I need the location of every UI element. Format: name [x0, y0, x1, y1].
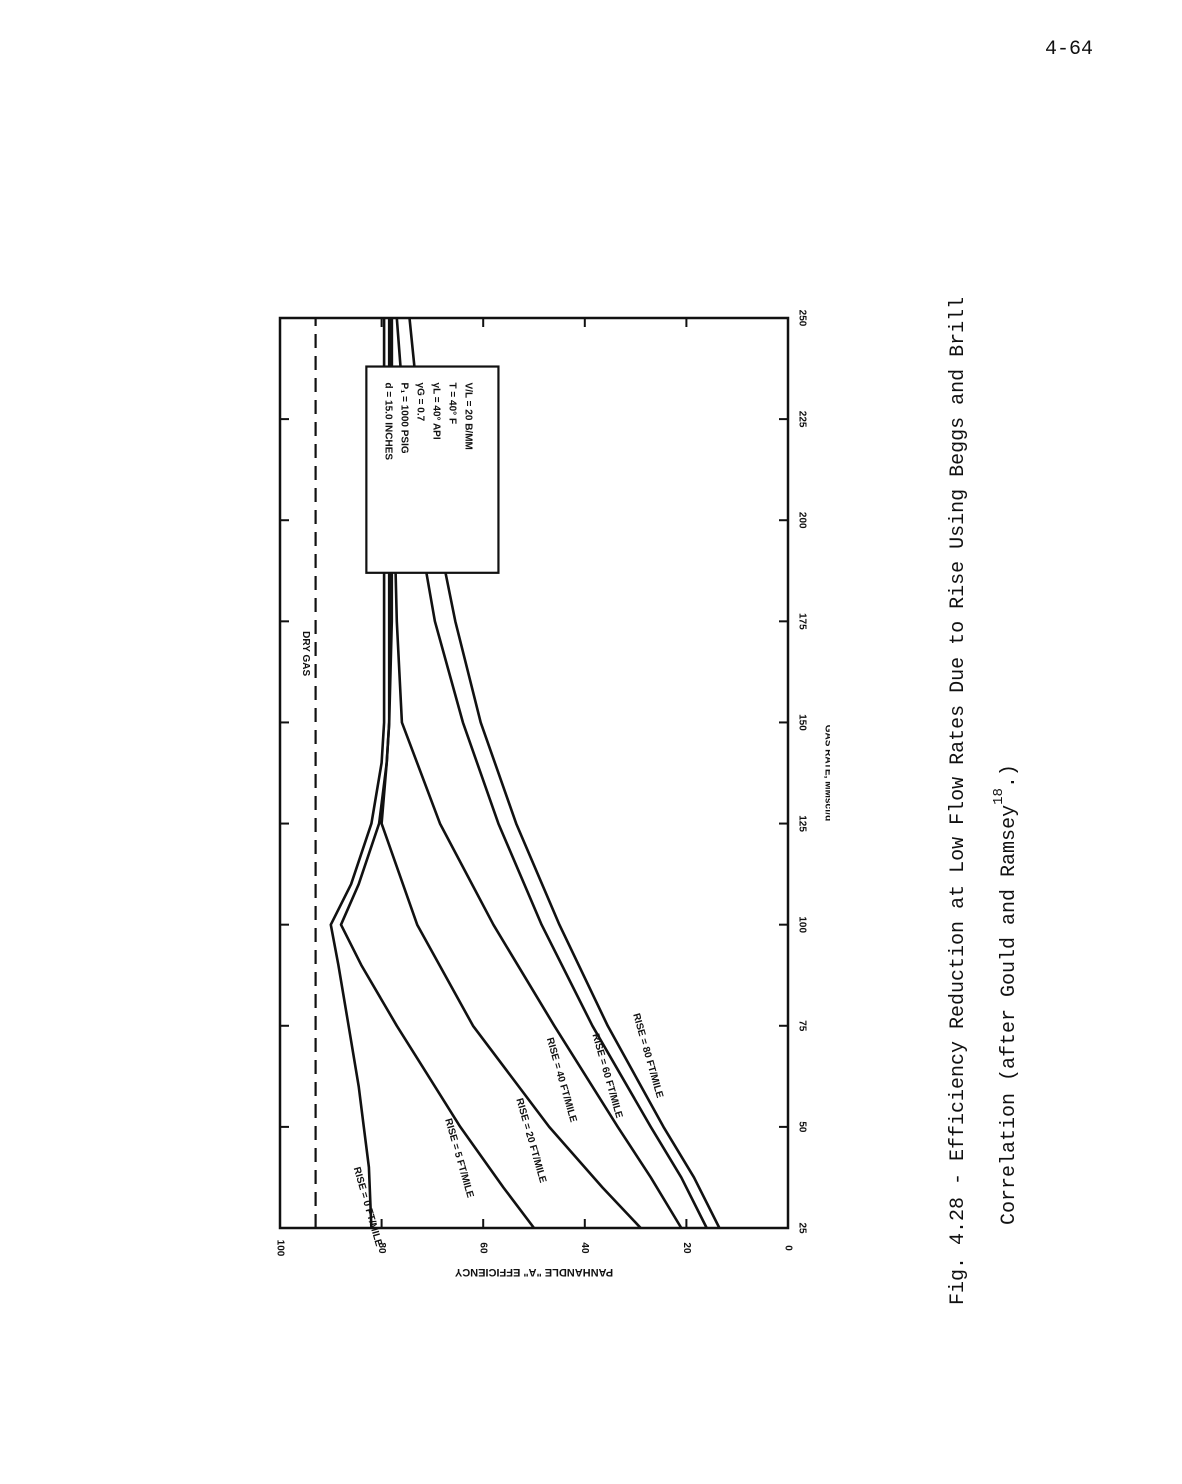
x-tick-label: 150	[796, 714, 807, 731]
parameter-line-3: γL = 40° API	[431, 383, 442, 440]
series-label-2: RISE = 20 FT/MILE	[513, 1097, 548, 1184]
parameter-line-5: V/L = 20 B/MM	[463, 383, 474, 450]
parameter-line-4: T = 40° F	[447, 383, 458, 425]
y-tick-label: 60	[478, 1242, 489, 1254]
y-tick-label: 0	[782, 1245, 793, 1251]
series-label-0: RISE = 0 FT/MILE	[351, 1166, 384, 1248]
caption-line-2: Correlation (after Gould and Ramsey18.)	[979, 275, 1030, 1305]
citation-superscript: 18	[991, 788, 1007, 805]
dry-gas-label: DRY GAS	[300, 631, 311, 676]
x-tick-label: 200	[796, 512, 807, 529]
x-tick-label: 175	[796, 613, 807, 630]
x-axis-title: GAS RATE, MMscf/d	[822, 725, 830, 821]
series-label-3: RISE = 40 FT/MILE	[544, 1036, 579, 1123]
parameter-line-1: P₁ = 1000 PSIG	[399, 383, 410, 454]
caption-line-1: Fig. 4.28 - Efficiency Reduction at Low …	[947, 296, 970, 1305]
caption-line-2-end: .)	[998, 764, 1021, 789]
series-label-5: RISE = 80 FT/MILE	[630, 1012, 665, 1099]
y-tick-label: 100	[274, 1240, 285, 1257]
plot-frame	[278, 316, 790, 1230]
series-label-1: RISE = 5 FT/MILE	[442, 1117, 475, 1199]
x-tick-label: 100	[796, 916, 807, 933]
x-tick-label: 125	[796, 815, 807, 832]
parameter-line-0: d = 15.0 INCHES	[383, 383, 394, 461]
figure-caption: Fig. 4.28 - Efficiency Reduction at Low …	[938, 275, 1030, 1305]
y-tick-label: 40	[579, 1242, 590, 1254]
parameter-line-2: γG = 0.7	[415, 383, 426, 422]
caption-line-2-text: Correlation (after Gould and Ramsey	[998, 804, 1021, 1225]
x-tick-label: 25	[796, 1222, 807, 1234]
y-tick-label: 80	[376, 1242, 387, 1254]
y-axis-title: PANHANDLE "A" EFFICIENCY	[454, 1266, 613, 1278]
x-tick-label: 75	[796, 1020, 807, 1032]
parameters-box	[365, 365, 500, 574]
y-tick-label: 20	[681, 1242, 692, 1254]
x-tick-label: 250	[796, 310, 807, 327]
efficiency-chart: 25 50 75 100 125 150 175 200 225 250 0 20 40 60 80 100 G…	[274, 310, 830, 1278]
page-number: 4-64	[1045, 38, 1094, 61]
x-tick-label: 225	[796, 411, 807, 428]
x-tick-label: 50	[796, 1121, 807, 1133]
